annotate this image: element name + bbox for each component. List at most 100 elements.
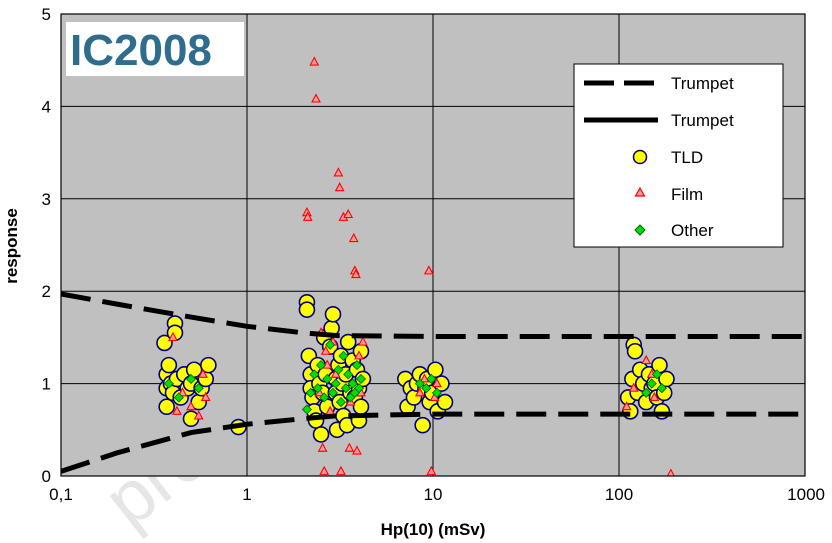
film-point xyxy=(348,232,359,243)
legend-label-other: Other xyxy=(671,221,714,240)
other-point xyxy=(431,387,443,398)
badge-text: IC2008 xyxy=(70,26,212,75)
other-point xyxy=(301,404,312,415)
film-point xyxy=(177,387,188,397)
film-point xyxy=(336,465,346,475)
film-point xyxy=(419,373,430,383)
x-tick-label: 0,1 xyxy=(49,485,73,504)
other-point xyxy=(309,369,320,380)
film-point xyxy=(172,405,182,415)
other-point xyxy=(163,378,174,389)
other-point xyxy=(421,383,432,394)
film-point xyxy=(628,382,639,392)
film-point xyxy=(186,401,196,411)
tld-point xyxy=(414,416,431,434)
film-point xyxy=(344,442,355,452)
other-point xyxy=(305,387,316,398)
other-point xyxy=(338,350,349,361)
legend-label-film: Film xyxy=(671,185,703,204)
tld-point xyxy=(626,342,644,360)
film-point xyxy=(319,465,330,475)
film-point xyxy=(432,377,442,388)
tld-point xyxy=(160,356,178,374)
film-point xyxy=(334,182,345,192)
other-point xyxy=(325,339,336,350)
x-tick-label: 100 xyxy=(605,485,633,504)
tld-point xyxy=(658,370,675,388)
x-tick-label: 1 xyxy=(242,485,251,504)
y-tick-label: 4 xyxy=(42,97,51,116)
legend-marker-tld xyxy=(632,149,648,165)
film-point xyxy=(354,350,364,360)
other-point xyxy=(353,383,365,394)
film-point xyxy=(302,211,313,221)
y-tick-label: 2 xyxy=(42,282,51,301)
film-point xyxy=(426,465,437,475)
other-point xyxy=(651,369,663,380)
other-point xyxy=(322,373,333,385)
other-point xyxy=(333,364,344,375)
title-badge: IC2008 xyxy=(66,22,244,76)
other-point xyxy=(312,383,323,394)
film-point xyxy=(649,391,660,402)
series-layer xyxy=(61,56,805,476)
tld-point xyxy=(312,426,330,443)
other-point xyxy=(185,373,197,385)
plot-frame xyxy=(60,13,806,477)
other-point xyxy=(173,392,184,403)
film-point xyxy=(350,268,361,279)
trumpet-line xyxy=(61,411,805,474)
y-tick-label: 0 xyxy=(42,467,51,486)
tick-labels: 0 1 2 3 4 5 0,1 1 10 100 1000 xyxy=(42,5,825,504)
badge-background xyxy=(66,22,244,76)
film-point xyxy=(333,167,344,177)
film-point xyxy=(358,336,368,346)
film-point xyxy=(198,368,208,378)
other-point xyxy=(656,383,667,394)
film-point xyxy=(352,445,362,455)
other-point xyxy=(330,378,341,389)
film-point xyxy=(168,331,178,341)
film-point xyxy=(320,345,331,355)
y-tick-label: 3 xyxy=(42,190,51,209)
film-point xyxy=(414,387,425,397)
other-point xyxy=(426,373,437,385)
legend: Trumpet Trumpet TLD Film Other xyxy=(573,63,784,248)
tld-point xyxy=(339,333,357,351)
other-point xyxy=(193,383,204,394)
tld-point xyxy=(436,393,454,411)
legend-box xyxy=(573,63,784,248)
legend-label-tld: TLD xyxy=(671,148,703,167)
film-point xyxy=(317,442,328,452)
x-tick-label: 1000 xyxy=(787,485,825,504)
tld-point xyxy=(158,398,175,416)
other-point xyxy=(355,373,367,385)
x-tick-label: 10 xyxy=(424,485,443,504)
other-point xyxy=(327,387,339,398)
tld-point xyxy=(200,356,217,374)
other-point xyxy=(319,392,330,403)
other-point xyxy=(343,369,354,380)
other-point xyxy=(641,387,652,398)
legend-marker-other xyxy=(634,224,646,236)
other-point xyxy=(335,397,347,408)
film-point xyxy=(309,56,320,66)
film-point xyxy=(193,410,204,420)
tld-point xyxy=(156,334,173,352)
other-point xyxy=(351,360,363,371)
film-point xyxy=(200,391,211,402)
tld-point xyxy=(298,301,316,318)
film-point xyxy=(641,354,652,365)
other-point xyxy=(646,378,657,389)
y-axis-label: response xyxy=(2,208,21,284)
y-tick-label: 5 xyxy=(42,5,51,24)
film-point xyxy=(311,93,321,103)
other-point xyxy=(347,378,358,389)
film-point xyxy=(343,208,354,219)
tld-point xyxy=(427,361,444,379)
other-point xyxy=(414,378,425,389)
legend-marker-film xyxy=(634,186,646,197)
film-point xyxy=(423,265,434,275)
tld-point xyxy=(651,356,668,374)
